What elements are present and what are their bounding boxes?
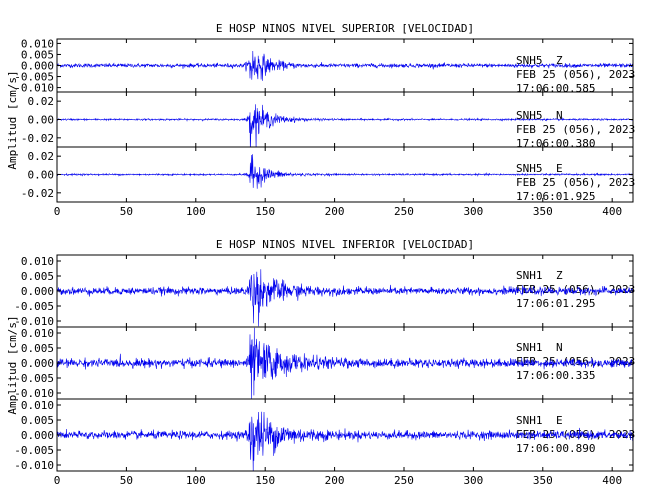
record-date: FEB 25 (056), 2023 (516, 283, 635, 296)
x-tick-label: 150 (255, 205, 275, 218)
x-tick-label: 50 (120, 474, 133, 487)
y-tick-label: -0.005 (14, 71, 54, 84)
y-tick-label: 0.02 (28, 150, 55, 163)
y-tick-label: -0.010 (14, 387, 54, 400)
station-info: SNH5 E FEB 25 (056), 2023 17:06:01.925 (516, 162, 635, 203)
record-date: FEB 25 (056), 2023 (516, 68, 635, 81)
y-tick-label: 0.00 (28, 169, 55, 182)
record-time: 17:06:00.585 (516, 82, 595, 95)
y-tick-label: -0.005 (14, 372, 54, 385)
x-tick-label: 0 (54, 474, 61, 487)
chart-title: E HOSP NINOS NIVEL INFERIOR [VELOCIDAD] (216, 238, 474, 251)
y-axis-label: Amplitud [cm/s] (6, 70, 19, 169)
y-tick-label: -0.010 (14, 82, 54, 95)
y-tick-label: 0.010 (21, 327, 54, 340)
y-tick-label: -0.005 (14, 300, 54, 313)
y-tick-label: 0.02 (28, 95, 55, 108)
y-axis-label: Amplitud [cm/s] (6, 315, 19, 414)
component-label: Z (556, 54, 563, 67)
station-code: SNH1 (516, 414, 543, 427)
y-tick-label: 0.010 (21, 37, 54, 50)
x-tick-label: 50 (120, 205, 133, 218)
y-tick-label: -0.005 (14, 444, 54, 457)
x-tick-label: 0 (54, 205, 61, 218)
station-info: SNH1 N FEB 25 (056), 2023 17:06:00.335 (516, 341, 635, 382)
station-code: SNH5 (516, 162, 543, 175)
y-tick-label: 0.000 (21, 60, 54, 73)
chart-title: E HOSP NINOS NIVEL SUPERIOR [VELOCIDAD] (216, 22, 474, 35)
record-date: FEB 25 (056), 2023 (516, 123, 635, 136)
x-tick-label: 250 (394, 474, 414, 487)
waveform-trace (57, 411, 633, 471)
x-tick-label: 350 (533, 205, 553, 218)
lower-level-group: E HOSP NINOS NIVEL INFERIOR [VELOCIDAD] … (6, 238, 635, 487)
y-tick-label: 0.010 (21, 399, 54, 412)
waveform-trace (57, 154, 633, 189)
record-time: 17:06:01.925 (516, 190, 595, 203)
station-info: SNH5 N FEB 25 (056), 2023 17:06:00.380 (516, 109, 635, 150)
waveform-trace (57, 50, 633, 81)
upper-level-group: E HOSP NINOS NIVEL SUPERIOR [VELOCIDAD] … (6, 22, 635, 218)
station-info: SNH1 E FEB 25 (056), 2023 17:06:00.890 (516, 414, 635, 455)
waveform-trace (57, 104, 633, 147)
x-tick-label: 150 (255, 474, 275, 487)
y-tick-label: -0.010 (14, 459, 54, 472)
x-tick-label: 300 (463, 474, 483, 487)
y-tick-label: 0.000 (21, 429, 54, 442)
x-tick-label: 400 (602, 474, 622, 487)
record-time: 17:06:00.890 (516, 442, 595, 455)
station-info: SNH5 Z FEB 25 (056), 2023 17:06:00.585 (516, 54, 635, 95)
component-label: E (556, 414, 563, 427)
record-time: 17:06:00.335 (516, 369, 595, 382)
y-tick-label: 0.000 (21, 285, 54, 298)
y-tick-label: 0.010 (21, 255, 54, 268)
x-tick-label: 100 (186, 474, 206, 487)
x-tick-label: 400 (602, 205, 622, 218)
x-tick-label: 100 (186, 205, 206, 218)
y-tick-label: -0.02 (21, 187, 54, 200)
component-label: Z (556, 269, 563, 282)
y-tick-label: 0.00 (28, 114, 55, 127)
x-tick-label: 350 (533, 474, 553, 487)
y-tick-label: 0.005 (21, 270, 54, 283)
y-tick-label: 0.005 (21, 342, 54, 355)
waveform-trace (57, 327, 633, 399)
record-time: 17:06:00.380 (516, 137, 595, 150)
component-label: E (556, 162, 563, 175)
y-tick-label: -0.02 (21, 132, 54, 145)
x-tick-label: 250 (394, 205, 414, 218)
record-date: FEB 25 (056), 2023 (516, 176, 635, 189)
record-date: FEB 25 (056), 2023 (516, 355, 635, 368)
x-tick-label: 200 (325, 205, 345, 218)
station-code: SNH1 (516, 341, 543, 354)
x-tick-label: 200 (325, 474, 345, 487)
station-code: SNH1 (516, 269, 543, 282)
component-label: N (556, 109, 563, 122)
y-tick-label: -0.010 (14, 315, 54, 328)
x-tick-label: 300 (463, 205, 483, 218)
station-code: SNH5 (516, 54, 543, 67)
station-info: SNH1 Z FEB 25 (056), 2023 17:06:01.295 (516, 269, 635, 310)
y-tick-label: 0.005 (21, 414, 54, 427)
record-time: 17:06:01.295 (516, 297, 595, 310)
y-tick-label: 0.005 (21, 48, 54, 61)
y-tick-label: 0.000 (21, 357, 54, 370)
component-label: N (556, 341, 563, 354)
waveform-trace (57, 269, 633, 327)
